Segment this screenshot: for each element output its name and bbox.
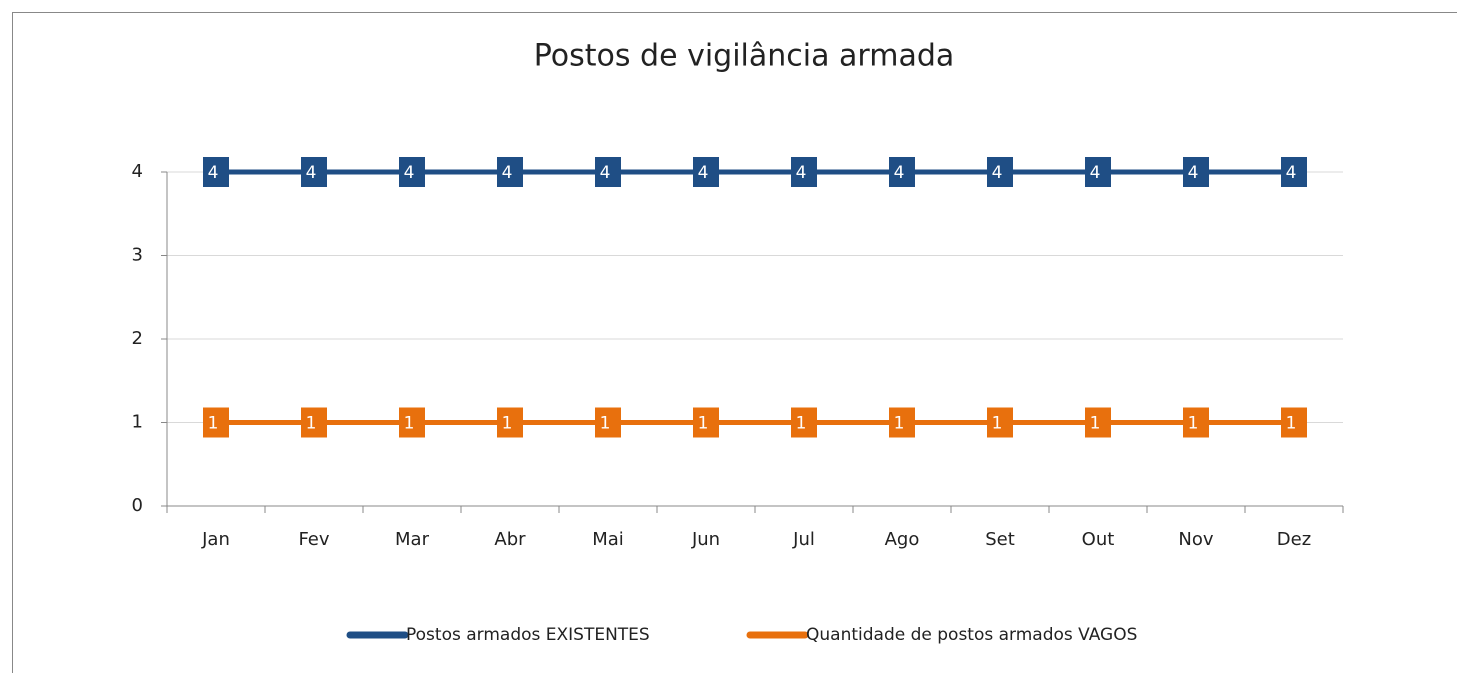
data-label: 4 <box>404 163 415 183</box>
x-tick-label: Abr <box>494 529 526 550</box>
y-tick-label: 1 <box>132 412 143 433</box>
data-label: 4 <box>208 163 219 183</box>
marker <box>497 407 523 438</box>
data-label: 4 <box>502 163 513 183</box>
marker <box>987 157 1013 187</box>
data-label: 4 <box>796 163 807 183</box>
data-label: 1 <box>306 414 317 434</box>
data-label: 1 <box>1286 414 1297 434</box>
data-label: 1 <box>1188 414 1199 434</box>
marker <box>399 407 425 438</box>
x-tick-label: Jun <box>691 529 720 550</box>
data-label: 4 <box>1188 163 1199 183</box>
marker <box>791 157 817 187</box>
x-tick-label: Jan <box>201 529 230 550</box>
x-tick-label: Fev <box>298 529 329 550</box>
marker <box>1183 157 1209 187</box>
x-tick-label: Dez <box>1277 529 1311 550</box>
marker <box>497 157 523 187</box>
data-label: 1 <box>698 414 709 434</box>
x-tick-label: Mar <box>395 529 430 550</box>
data-label: 1 <box>600 414 611 434</box>
marker <box>1183 407 1209 438</box>
x-tick-label: Nov <box>1178 529 1213 550</box>
marker <box>203 157 229 187</box>
chart-frame <box>12 12 1457 673</box>
marker <box>399 157 425 187</box>
x-tick-label: Out <box>1082 529 1115 550</box>
y-tick-label: 0 <box>132 495 143 516</box>
x-tick-label: Mai <box>592 529 624 550</box>
y-tick-label: 2 <box>132 328 143 349</box>
marker <box>1085 407 1111 438</box>
marker <box>595 407 621 438</box>
legend-label: Postos armados EXISTENTES <box>406 625 650 645</box>
data-label: 1 <box>894 414 905 434</box>
marker <box>1085 157 1111 187</box>
marker <box>791 407 817 438</box>
marker <box>203 407 229 438</box>
marker <box>693 407 719 438</box>
marker <box>301 407 327 438</box>
data-label: 4 <box>1286 163 1297 183</box>
data-label: 1 <box>404 414 415 434</box>
marker <box>889 407 915 438</box>
data-label: 1 <box>208 414 219 434</box>
data-label: 4 <box>1090 163 1101 183</box>
data-label: 4 <box>698 163 709 183</box>
chart-title: Postos de vigilância armada <box>534 39 955 74</box>
x-tick-label: Ago <box>885 529 920 550</box>
data-label: 4 <box>992 163 1003 183</box>
y-tick-label: 3 <box>132 245 143 266</box>
x-tick-label: Set <box>985 529 1015 550</box>
data-label: 4 <box>600 163 611 183</box>
data-label: 1 <box>992 414 1003 434</box>
data-label: 1 <box>1090 414 1101 434</box>
marker <box>987 407 1013 438</box>
marker <box>301 157 327 187</box>
marker <box>693 157 719 187</box>
data-label: 4 <box>306 163 317 183</box>
marker <box>1281 157 1307 187</box>
marker <box>595 157 621 187</box>
legend-label: Quantidade de postos armados VAGOS <box>806 625 1137 645</box>
y-tick-label: 4 <box>132 161 143 182</box>
data-label: 1 <box>796 414 807 434</box>
x-tick-label: Jul <box>792 529 815 550</box>
data-label: 1 <box>502 414 513 434</box>
data-label: 4 <box>894 163 905 183</box>
marker <box>889 157 915 187</box>
marker <box>1281 407 1307 438</box>
